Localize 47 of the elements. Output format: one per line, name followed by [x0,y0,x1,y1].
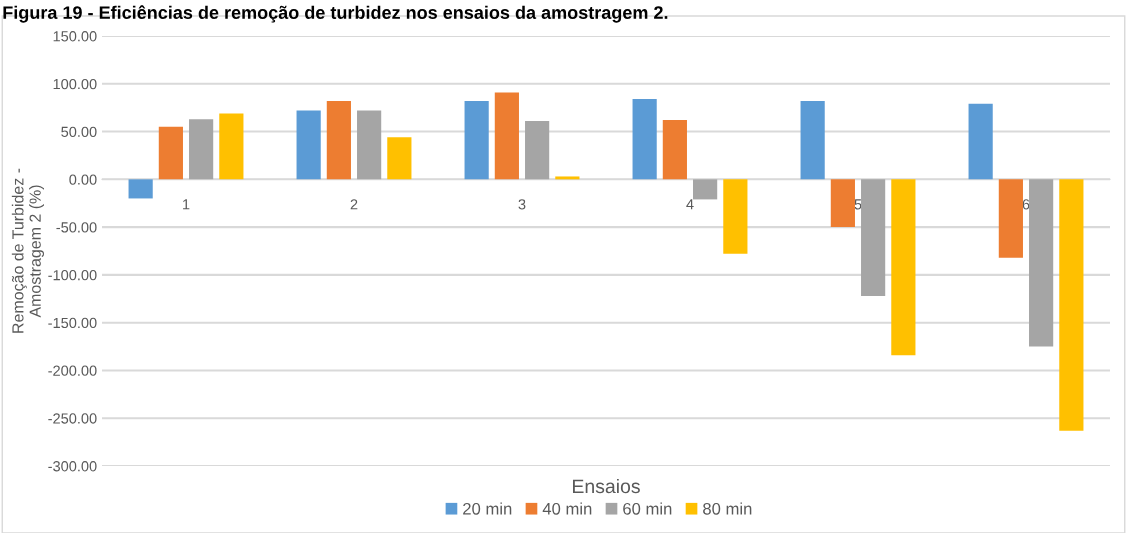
y-tick-label: -200.00 [48,365,97,376]
bar [494,92,519,180]
legend-label: 60 min [623,502,672,515]
x-tick-label: 1 [183,199,190,210]
bar [464,100,489,180]
x-tick-label: 5 [854,199,862,210]
bar [326,100,351,180]
bar [662,120,687,180]
bar [128,179,153,199]
legend-label: 40 min [542,502,592,515]
x-tick-label: 2 [350,199,358,210]
x-axis-title: Ensaios [573,478,640,494]
x-tick-label: 6 [1022,199,1030,210]
bar [861,179,886,296]
y-tick-label: -300.00 [48,461,97,472]
x-tick-label: 3 [518,199,526,210]
bar [296,110,321,180]
y-tick-label: 50.00 [61,126,97,137]
bar [525,121,550,180]
bar [219,113,244,180]
bar [1059,179,1084,431]
bar [387,137,412,180]
bar [357,110,382,180]
legend-label: 20 min [463,502,512,515]
bar [998,179,1023,258]
y-tick-label: -150.00 [48,317,97,329]
bar [189,119,214,180]
chart-title: Figura 19 - Eficiências de remoção de turbidez nos ensaios da amostragem 2. [3,5,668,23]
legend-label: 80 min [703,502,752,515]
y-tick-label: 0.00 [69,174,97,185]
y-axis-title: Remoção de Turbidez - Amostragem 2 (%) [11,168,44,333]
bar [723,179,748,254]
y-tick-label: 150.00 [53,31,97,42]
bar [158,126,183,180]
y-tick-label: -50.00 [56,222,97,233]
y-tick-label: -100.00 [48,269,97,281]
bar [555,176,580,180]
bar [800,100,825,180]
x-tick-label: 4 [686,199,694,210]
y-tick-label: -250.00 [48,413,97,424]
bar [968,103,993,180]
bar [693,179,718,200]
bar [1029,179,1054,347]
y-tick-label: 100.00 [53,78,97,90]
bar [632,99,657,180]
bar [891,179,916,356]
bar [830,179,855,228]
